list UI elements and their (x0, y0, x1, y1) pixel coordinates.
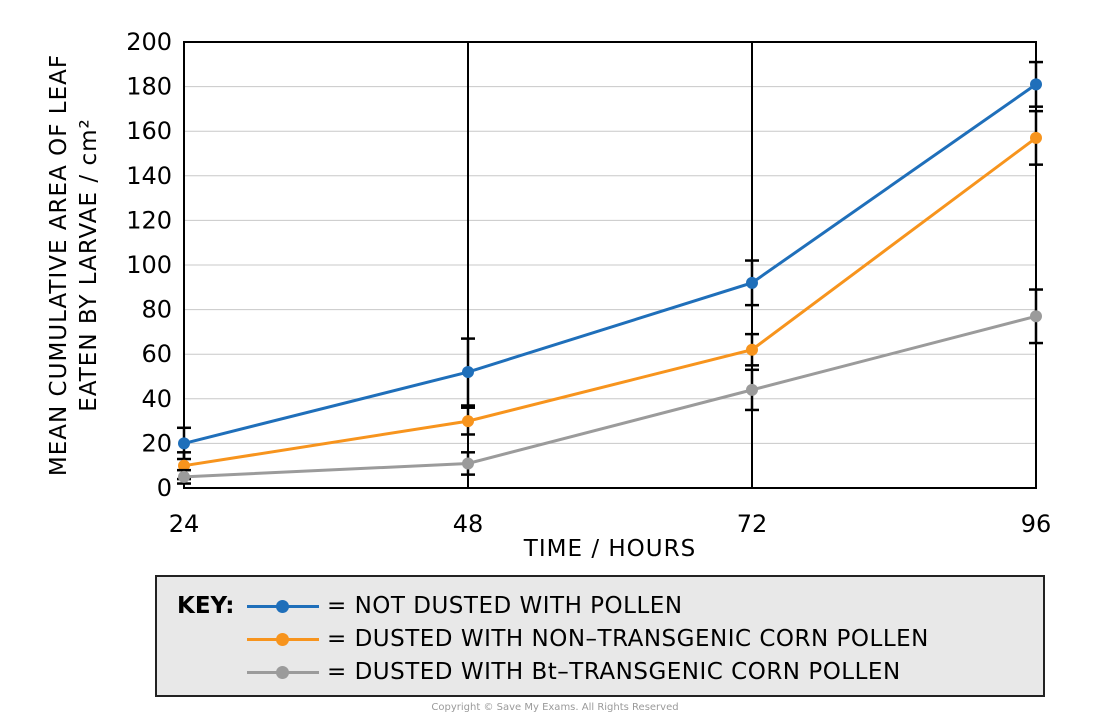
y-axis-title-line2: EATEN BY LARVAE / cm² (76, 118, 102, 411)
legend-label-not-dusted: = NOT DUSTED WITH POLLEN (327, 593, 683, 619)
data-point-3-1 (178, 470, 190, 483)
data-point-1-1 (178, 437, 190, 450)
series-2 (177, 109, 1043, 481)
series-line-1 (183, 83, 1037, 445)
data-point-2-4 (1030, 131, 1042, 144)
y-tick-120: 120 (126, 206, 172, 234)
y-tick-60: 60 (141, 340, 172, 368)
legend-item-non-transgenic: = DUSTED WITH NON–TRANSGENIC CORN POLLEN (247, 624, 929, 654)
series-line-3 (183, 314, 1037, 479)
legend-swatch-not-dusted (247, 599, 319, 613)
y-tick-80: 80 (141, 296, 172, 324)
copyright-notice: Copyright © Save My Exams. All Rights Re… (431, 702, 679, 713)
legend-swatch-bt-transgenic (247, 665, 319, 679)
data-point-2-1 (178, 459, 190, 472)
series-1 (177, 60, 1043, 461)
y-tick-20: 20 (141, 429, 172, 457)
legend-swatch-non-transgenic (247, 632, 319, 646)
legend-item-not-dusted: = NOT DUSTED WITH POLLEN (247, 591, 683, 621)
x-axis-title: TIME / HOURS (523, 536, 696, 562)
y-tick-labels: 0 20 40 60 80 100 120 140 160 180 200 (126, 28, 172, 502)
series-line-2 (183, 136, 1037, 468)
legend-title: KEY: (177, 593, 235, 619)
x-tick-24: 24 (169, 510, 200, 538)
legend-label-bt-transgenic: = DUSTED WITH Bt–TRANSGENIC CORN POLLEN (327, 659, 901, 685)
y-tick-40: 40 (141, 385, 172, 413)
legend-item-bt-transgenic: = DUSTED WITH Bt–TRANSGENIC CORN POLLEN (247, 657, 901, 687)
grid-lines (184, 41, 1036, 489)
data-point-1-2 (462, 366, 474, 379)
data-point-2-3 (746, 343, 758, 356)
data-series (177, 60, 1043, 485)
data-point-3-4 (1030, 310, 1042, 323)
series-3 (177, 288, 1043, 485)
x-tick-72: 72 (737, 510, 768, 538)
legend-label-non-transgenic: = DUSTED WITH NON–TRANSGENIC CORN POLLEN (327, 626, 929, 652)
y-tick-180: 180 (126, 73, 172, 101)
x-tick-96: 96 (1021, 510, 1052, 538)
data-point-2-2 (462, 415, 474, 428)
legend-box: KEY: = NOT DUSTED WITH POLLEN = DUSTED W… (155, 575, 1045, 697)
x-tick-labels: 24 48 72 96 (169, 510, 1052, 538)
x-tick-48: 48 (453, 510, 484, 538)
plot-area-frame (183, 41, 1037, 489)
data-point-3-2 (462, 457, 474, 470)
y-tick-0: 0 (157, 474, 172, 502)
data-point-1-3 (746, 276, 758, 289)
data-point-3-3 (746, 383, 758, 396)
y-axis-title-line1: MEAN CUMULATIVE AREA OF LEAF (46, 54, 72, 476)
y-tick-100: 100 (126, 251, 172, 279)
y-tick-160: 160 (126, 117, 172, 145)
y-tick-200: 200 (126, 28, 172, 56)
data-point-1-4 (1030, 78, 1042, 91)
line-chart: 0 20 40 60 80 100 120 140 160 180 200 24 48 72 96 TIM… (46, 28, 1052, 562)
y-tick-140: 140 (126, 162, 172, 190)
